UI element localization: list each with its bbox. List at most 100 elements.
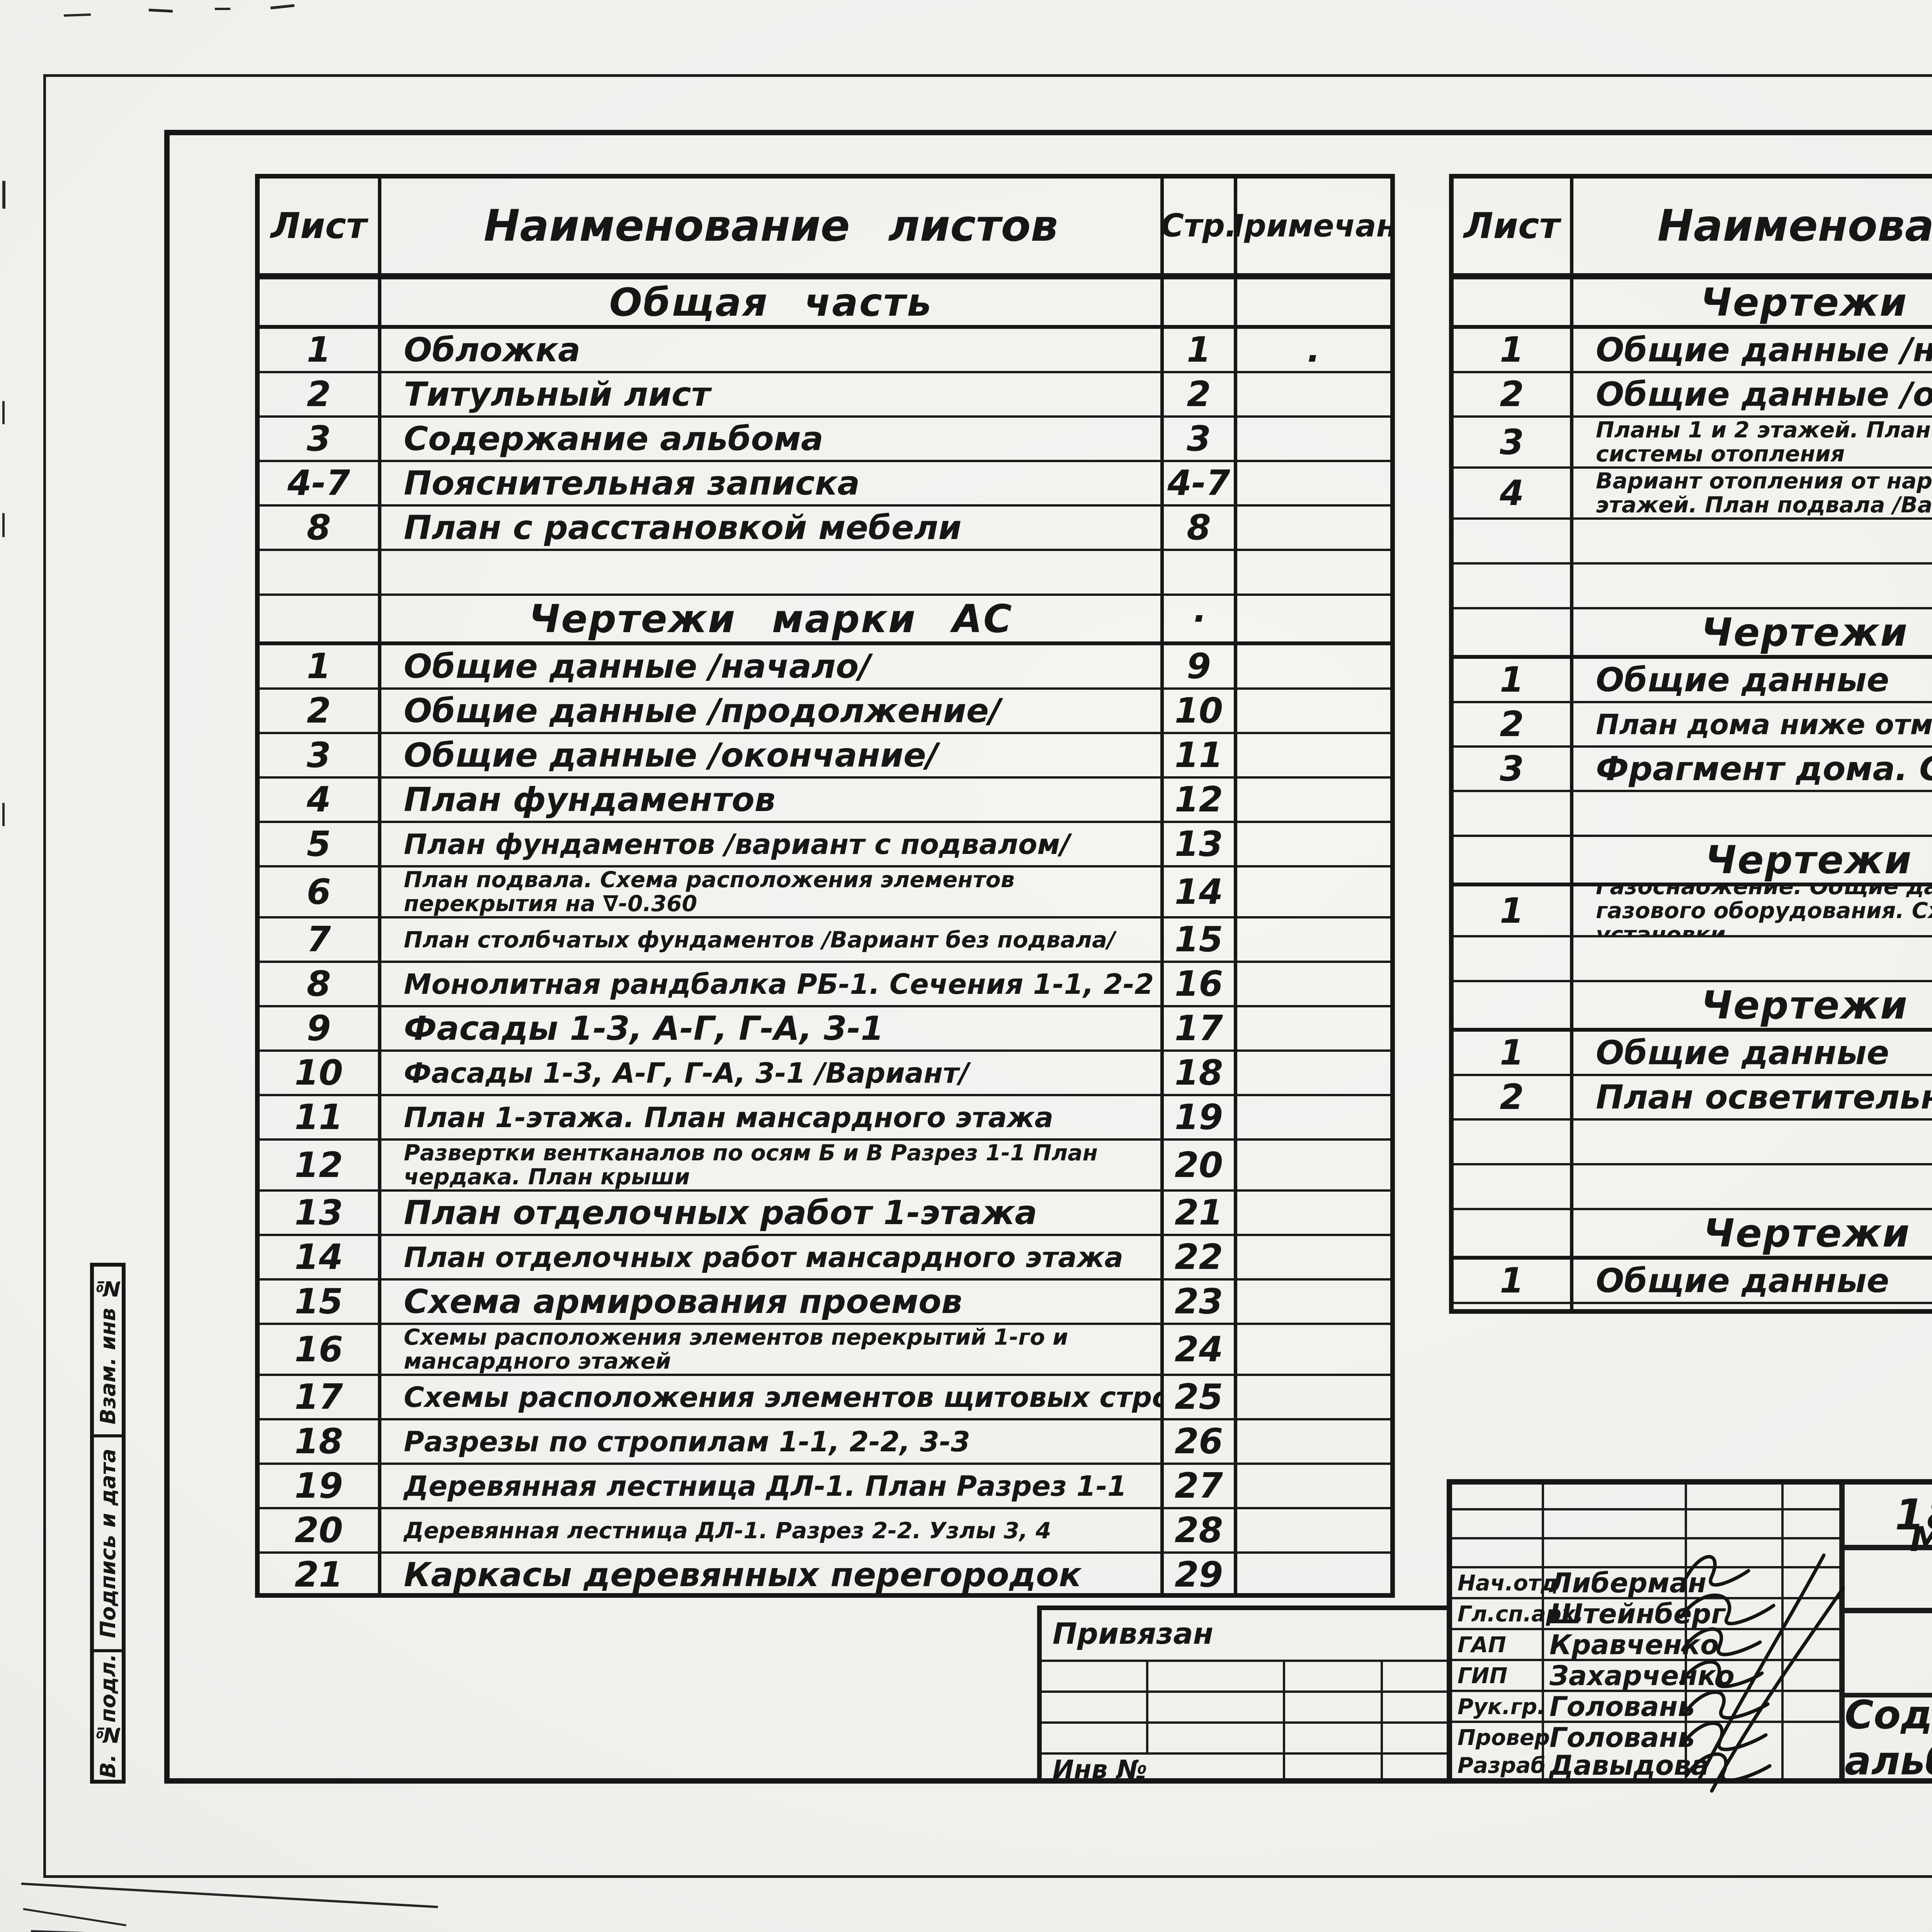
row-page: 4-7 — [1164, 462, 1237, 504]
row-name: Развертки вентканалов по осям Б и В Разр… — [381, 1141, 1164, 1189]
table-row: 9 Фасады 1-3, А-Г, Г-А, 3-1 17 — [260, 1007, 1390, 1052]
row-name: Обложка — [381, 329, 1164, 371]
signature-row: Разраб Давыдова — [1452, 1750, 1839, 1781]
row-page: 3 — [1164, 418, 1237, 460]
row-note — [1237, 462, 1390, 504]
row-note — [1237, 1420, 1390, 1463]
row-sheet: 19 — [260, 1465, 381, 1507]
table-row: 10 Фасады 1-3, А-Г, Г-А, 3-1 /Вариант/18 — [260, 1052, 1390, 1096]
row-name: Общие данные — [1573, 1260, 1932, 1302]
row-name: Общие данные /окончание/ — [1573, 373, 1932, 415]
grid-line — [1283, 1660, 1285, 1779]
signature-role: Разраб — [1458, 1753, 1546, 1778]
row-page: 17 — [1164, 1007, 1237, 1049]
row-name: Пояснительная записка — [381, 462, 1164, 504]
scan-artifact — [63, 13, 91, 17]
grid-line — [1685, 1485, 1687, 1778]
table-row: 4-7 Пояснительная записка 4-7 — [260, 462, 1390, 507]
margin-cell: Подпись и дата — [94, 1437, 122, 1652]
row-name: Разрезы по стропилам 1-1, 2-2, 3-3 — [381, 1420, 1164, 1463]
grid-line — [1146, 1660, 1148, 1752]
header-sheet-label: Лист — [260, 179, 381, 273]
grid-line — [1452, 1659, 1839, 1661]
row-name: Содержание альбома — [381, 418, 1164, 460]
row-sheet: 12 — [260, 1141, 381, 1189]
signature-role: Провер — [1458, 1725, 1550, 1750]
row-note — [1237, 418, 1390, 460]
row-name: План фундаментов /вариант с подвалом/ — [381, 823, 1164, 865]
table-header-row: Лист Наименование листов Стр. Примечание — [1454, 179, 1932, 279]
row-name: Фрагмент дома. Схемы В1, К1 — [1573, 748, 1932, 790]
blank-row — [1454, 1121, 1932, 1165]
row-note — [1237, 279, 1390, 325]
margin-cell: Взам. инв № — [94, 1267, 122, 1437]
row-note — [1237, 1281, 1390, 1323]
table-row: 7 План столбчатых фундаментов /Вариант бе… — [260, 918, 1390, 963]
row-sheet: 3 — [1454, 418, 1573, 466]
table-row: 8 План с расстановкой мебели 8 — [260, 507, 1390, 551]
title-block-divider — [1845, 1608, 1932, 1613]
row-sheet: 18 — [260, 1420, 381, 1463]
row-sheet: 1 — [260, 645, 381, 687]
row-page: 11 — [1164, 734, 1237, 776]
row-sheet: 10 — [260, 1052, 381, 1094]
section-row: Чертежи марки ОВ — [1454, 279, 1932, 329]
scan-artifact — [148, 9, 173, 13]
table-row: 1 Общие данные /начало/9 — [260, 645, 1390, 690]
row-name — [1573, 792, 1932, 835]
toc-table-left: Лист Наименование листов Стр. Примечан. … — [255, 174, 1395, 1598]
row-sheet: 15 — [260, 1281, 381, 1323]
title-block-divider — [1839, 1485, 1845, 1778]
toc-table-right: Лист Наименование листов Стр. Примечание… — [1449, 174, 1932, 1314]
table-row: 1 Обложка 1. — [260, 329, 1390, 373]
row-sheet: 16 — [260, 1325, 381, 1374]
section-row: Общая часть — [260, 279, 1390, 329]
blank-row — [1454, 1165, 1932, 1210]
signature-role: ГИП — [1458, 1663, 1508, 1689]
row-page: 8 — [1164, 507, 1237, 549]
blank-row — [1454, 565, 1932, 609]
header-page-label: Стр. — [1164, 179, 1237, 273]
row-sheet: 3 — [1454, 748, 1573, 790]
table-row: 16 Схемы расположения элементов перекрыти… — [260, 1325, 1390, 1376]
row-sheet: 1 — [1454, 329, 1573, 371]
row-name: Планы 1 и 2 этажей. План подвала /Вариан… — [1573, 418, 1932, 466]
row-note — [1237, 1465, 1390, 1507]
outer-border — [43, 74, 1932, 1878]
row-sheet — [1454, 937, 1573, 980]
row-name: Общие данные — [1573, 1032, 1932, 1074]
row-sheet — [1454, 837, 1573, 883]
table-row: 20 Деревянная лестница ДЛ-1. Разрез 2-2. … — [260, 1509, 1390, 1554]
row-name: План отделочных работ мансардного этажа — [381, 1236, 1164, 1278]
row-page: 9 — [1164, 645, 1237, 687]
row-note — [1237, 373, 1390, 415]
row-note — [1237, 918, 1390, 961]
row-note — [1237, 1096, 1390, 1138]
row-name: Чертежи марки ГС — [1573, 837, 1932, 883]
row-page: 20 — [1164, 1141, 1237, 1189]
row-note — [1237, 1007, 1390, 1049]
scan-artifact — [2, 181, 5, 209]
signature-name: Головань — [1549, 1722, 1695, 1753]
table-row: 2 Титульный лист 2 — [260, 373, 1390, 418]
row-sheet — [1454, 1121, 1573, 1163]
row-note — [1237, 734, 1390, 776]
margin-label: Взам. инв № — [95, 1276, 120, 1425]
grid-line — [1042, 1721, 1447, 1724]
row-page: 25 — [1164, 1376, 1237, 1418]
row-sheet — [1454, 982, 1573, 1028]
table-row: 11 План 1-этажа. План мансардного этажа 19 — [260, 1096, 1390, 1141]
grid-line — [1042, 1752, 1447, 1755]
section-row: Чертежи марки ЭО — [1454, 982, 1932, 1032]
table-row: 12 Развертки вентканалов по осям Б и В Ра… — [260, 1141, 1390, 1192]
row-name: План столбчатых фундаментов /Вариант без… — [381, 918, 1164, 961]
row-name — [1573, 1121, 1932, 1163]
table-row: 21 Каркасы деревянных перегородок 29 — [260, 1554, 1390, 1593]
row-note — [1237, 1192, 1390, 1234]
row-name: Схемы расположения элементов щитовых стр… — [381, 1376, 1164, 1418]
